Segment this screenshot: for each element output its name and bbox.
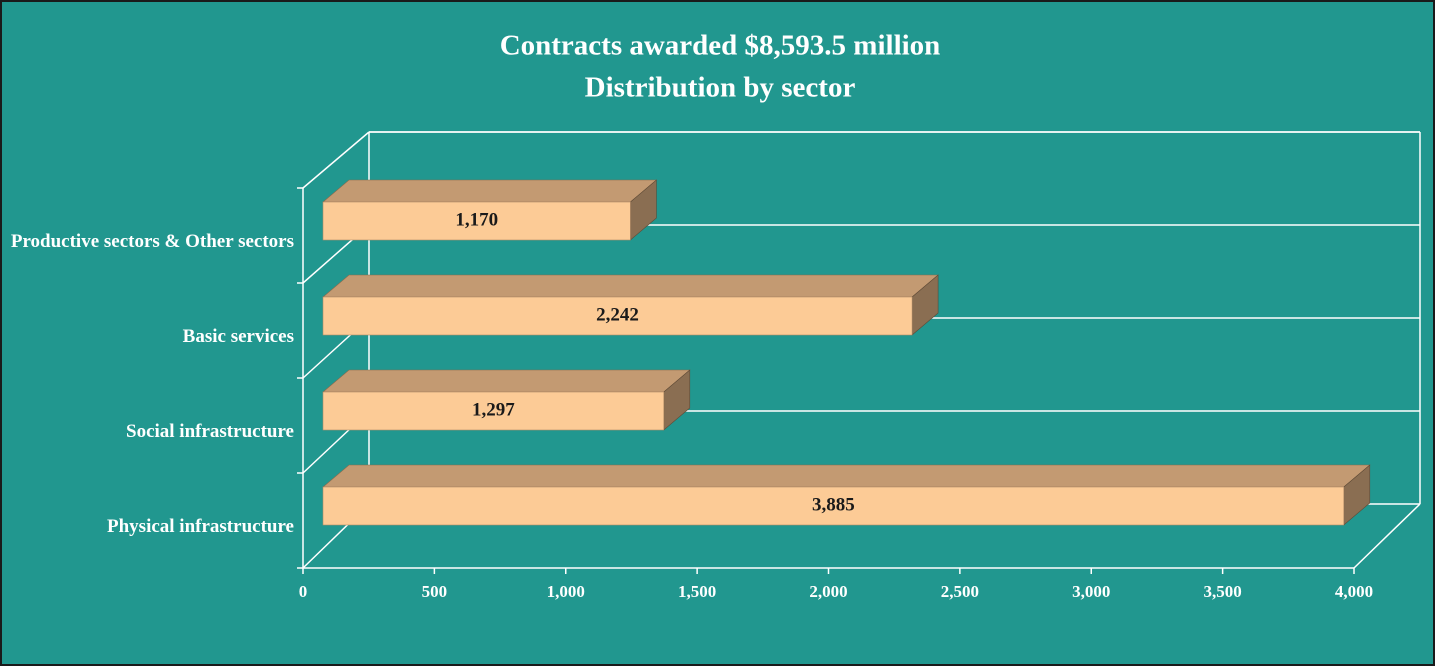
category-label: Social infrastructure: [126, 421, 294, 442]
x-tick-label: 4,000: [1335, 582, 1373, 601]
x-tick-label: 2,500: [941, 582, 979, 601]
category-divider: [302, 131, 370, 189]
bar-top: [322, 179, 658, 203]
bar-top: [322, 464, 1371, 488]
bar-top: [322, 369, 691, 393]
floor-edge: [1353, 503, 1421, 569]
value-label: 1,170: [455, 209, 498, 230]
chart-subtitle: Distribution by sector: [585, 72, 856, 104]
bar: [322, 391, 665, 431]
category-label: Productive sectors & Other sectors: [10, 231, 294, 252]
value-label: 3,885: [812, 494, 855, 515]
x-tick-label: 0: [299, 582, 308, 601]
category-label: Physical infrastructure: [107, 516, 294, 537]
category-label: Basic services: [182, 326, 294, 347]
x-tick-label: 3,500: [1204, 582, 1242, 601]
bar: [322, 201, 631, 241]
x-tick-label: 1,500: [678, 582, 716, 601]
bar: [322, 296, 913, 336]
value-label: 2,242: [596, 304, 639, 325]
value-label: 1,297: [472, 399, 515, 420]
x-tick-label: 500: [422, 582, 448, 601]
x-tick-label: 2,000: [809, 582, 847, 601]
x-tick-label: 1,000: [547, 582, 585, 601]
bar-top: [322, 274, 939, 298]
chart-title: Contracts awarded $8,593.5 million: [500, 30, 941, 62]
bar: [322, 486, 1345, 526]
x-tick-label: 3,000: [1072, 582, 1110, 601]
